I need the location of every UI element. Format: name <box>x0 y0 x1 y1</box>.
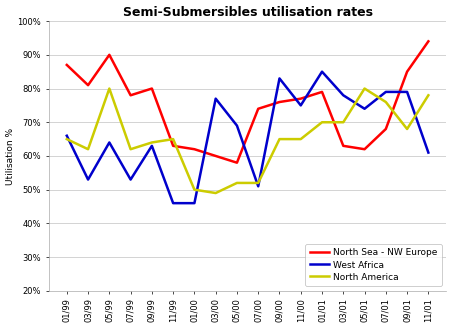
North America <box>318 120 324 124</box>
North Sea - NW Europe <box>149 87 154 91</box>
North America <box>64 137 69 141</box>
North Sea - NW Europe <box>361 147 367 151</box>
West Africa <box>276 76 281 80</box>
North America <box>191 188 197 192</box>
North Sea - NW Europe <box>85 83 91 87</box>
North America <box>276 137 281 141</box>
North Sea - NW Europe <box>340 144 345 148</box>
West Africa <box>425 151 430 154</box>
Title: Semi-Submersibles utilisation rates: Semi-Submersibles utilisation rates <box>122 6 372 19</box>
North Sea - NW Europe <box>170 144 175 148</box>
West Africa <box>255 184 260 188</box>
West Africa <box>191 201 197 205</box>
North America <box>404 127 409 131</box>
North America <box>361 87 367 91</box>
North America <box>382 100 388 104</box>
West Africa <box>297 103 303 107</box>
West Africa <box>212 97 218 101</box>
North America <box>297 137 303 141</box>
West Africa <box>234 124 239 128</box>
West Africa <box>404 90 409 94</box>
North America <box>149 140 154 144</box>
West Africa <box>340 93 345 97</box>
West Africa <box>318 70 324 74</box>
West Africa <box>382 90 388 94</box>
North America <box>425 93 430 97</box>
North America <box>128 147 133 151</box>
North Sea - NW Europe <box>212 154 218 158</box>
North America <box>170 137 175 141</box>
North Sea - NW Europe <box>297 97 303 101</box>
West Africa <box>106 140 112 144</box>
West Africa <box>128 177 133 181</box>
Y-axis label: Utilisation %: Utilisation % <box>5 127 14 185</box>
North Sea - NW Europe <box>128 93 133 97</box>
North America <box>85 147 91 151</box>
North Sea - NW Europe <box>382 127 388 131</box>
North Sea - NW Europe <box>234 161 239 165</box>
West Africa <box>170 201 175 205</box>
North Sea - NW Europe <box>404 70 409 74</box>
West Africa <box>149 144 154 148</box>
North America <box>106 87 112 91</box>
North Sea - NW Europe <box>425 39 430 43</box>
North Sea - NW Europe <box>106 53 112 57</box>
North America <box>255 181 260 185</box>
West Africa <box>64 134 69 138</box>
Line: North Sea - NW Europe: North Sea - NW Europe <box>67 41 428 163</box>
West Africa <box>85 177 91 181</box>
North America <box>234 181 239 185</box>
North Sea - NW Europe <box>255 107 260 111</box>
North America <box>340 120 345 124</box>
North Sea - NW Europe <box>191 147 197 151</box>
Line: North America: North America <box>67 89 428 193</box>
North Sea - NW Europe <box>318 90 324 94</box>
West Africa <box>361 107 367 111</box>
North America <box>212 191 218 195</box>
North Sea - NW Europe <box>276 100 281 104</box>
Line: West Africa: West Africa <box>67 72 428 203</box>
North Sea - NW Europe <box>64 63 69 67</box>
Legend: North Sea - NW Europe, West Africa, North America: North Sea - NW Europe, West Africa, Nort… <box>304 244 441 286</box>
